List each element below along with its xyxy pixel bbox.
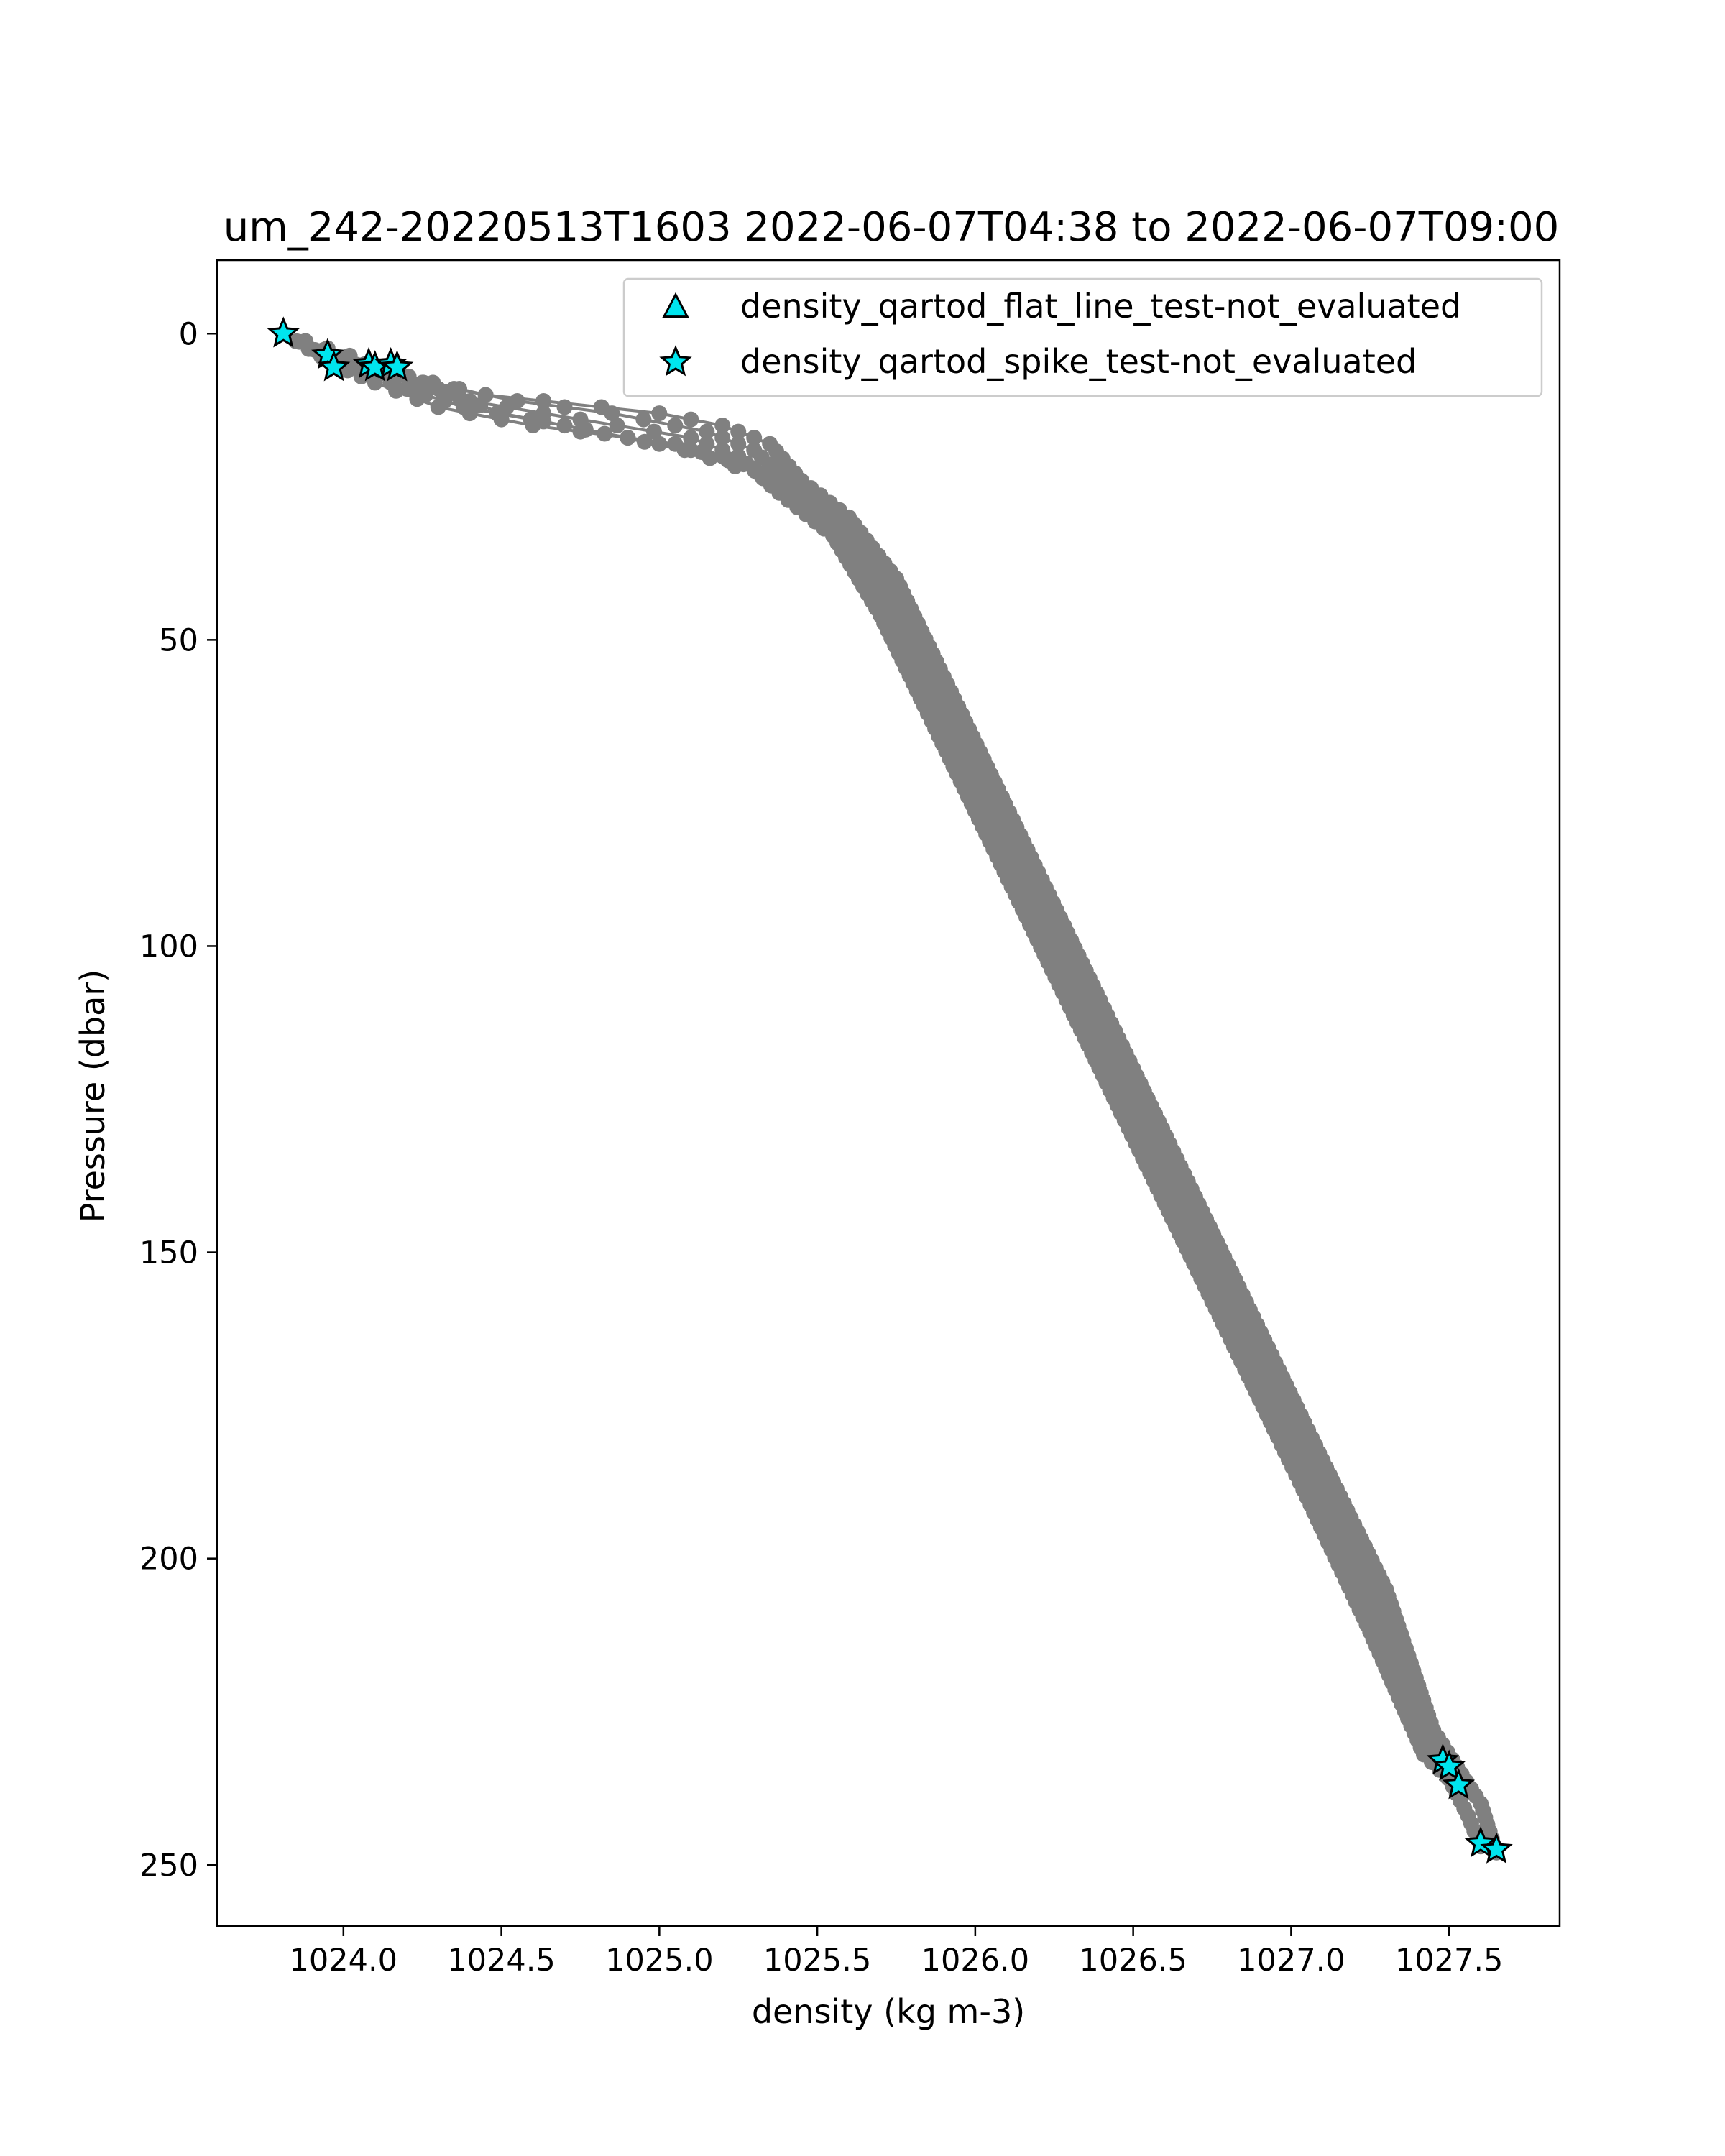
data-point: [597, 425, 613, 442]
chart-title: um_242-20220513T1603 2022-06-07T04:38 to…: [224, 204, 1560, 251]
plot-flags: [267, 316, 1513, 1864]
data-point: [418, 387, 434, 403]
data-point: [714, 448, 731, 464]
data-point: [683, 442, 699, 459]
data-point: [493, 405, 510, 422]
y-axis: 0 50 100 150 200 250: [139, 316, 217, 1884]
x-axis: 1024.0 1024.5 1025.0 1025.5 1026.0 1026.5 1027…: [290, 1926, 1503, 1978]
data-point: [609, 418, 625, 434]
spike-flag-star: [1432, 1749, 1466, 1781]
data-point: [556, 418, 573, 434]
data-point: [702, 450, 718, 466]
data-point: [635, 411, 652, 428]
y-axis-label: Pressure (dbar): [73, 969, 112, 1222]
y-tick-label: 200: [139, 1542, 198, 1577]
data-point: [451, 389, 467, 405]
data-point: [699, 423, 715, 440]
spike-flag-star: [1442, 1768, 1476, 1800]
data-point: [604, 405, 620, 422]
spike-flag-star: [1480, 1832, 1513, 1864]
data-point: [683, 430, 699, 446]
data-point: [735, 456, 752, 473]
data-point: [730, 423, 747, 440]
data-point: [730, 436, 747, 452]
y-tick-label: 50: [159, 622, 198, 658]
y-tick-label: 150: [139, 1235, 198, 1271]
data-point: [472, 397, 489, 413]
data-point: [620, 430, 636, 446]
data-point: [683, 411, 699, 428]
data-point: [756, 464, 773, 481]
data-point: [430, 381, 446, 397]
legend-star-marker: [659, 345, 692, 377]
data-point: [556, 399, 573, 415]
data-point: [415, 374, 432, 391]
legend-star-shape: [659, 345, 692, 377]
data-point: [801, 488, 818, 505]
data-point: [535, 393, 552, 409]
data-point: [714, 430, 731, 446]
spike-flag-star: [380, 350, 414, 382]
x-tick-label: 1025.5: [763, 1943, 871, 1978]
legend-label-spike: density_qartod_spike_test-not_evaluated: [740, 342, 1417, 381]
data-point: [398, 381, 415, 397]
x-tick-label: 1024.0: [290, 1943, 397, 1978]
spike-flag-star: [317, 350, 351, 382]
plot-frame: [216, 259, 1561, 1927]
data-point: [535, 413, 552, 430]
data-point: [636, 433, 653, 450]
x-tick-label: 1027.0: [1237, 1943, 1345, 1978]
data-point: [577, 421, 594, 438]
legend-box: [622, 277, 1543, 397]
spike-flag-star: [267, 316, 300, 348]
data-point: [778, 472, 794, 489]
data-point: [646, 423, 662, 440]
data-point: [789, 480, 806, 497]
x-tick-label: 1026.5: [1079, 1943, 1187, 1978]
x-axis-label: density (kg m-3): [752, 1992, 1025, 2031]
legend: density_qartod_flat_line_test-not_evalua…: [622, 277, 1543, 397]
legend-label-flat-line: density_qartod_flat_line_test-not_evalua…: [740, 287, 1461, 326]
x-tick-label: 1027.5: [1395, 1943, 1503, 1978]
y-tick-label: 250: [139, 1848, 198, 1884]
data-point: [298, 333, 314, 349]
data-point: [523, 411, 539, 428]
legend-triangle-shape: [662, 292, 689, 318]
data-point: [667, 418, 684, 434]
data-point: [813, 495, 829, 512]
data-point: [746, 430, 763, 446]
x-tick-label: 1026.0: [921, 1943, 1029, 1978]
x-tick-label: 1024.5: [447, 1943, 555, 1978]
data-point: [651, 405, 668, 422]
data-point: [714, 418, 731, 434]
data-point: [436, 393, 453, 409]
y-tick-label: 100: [139, 929, 198, 964]
plot-points: [275, 326, 1505, 1861]
data-point: [651, 436, 668, 452]
y-tick-label: 0: [179, 316, 198, 352]
x-tick-label: 1025.0: [605, 1943, 713, 1978]
legend-triangle-marker: [662, 292, 689, 318]
